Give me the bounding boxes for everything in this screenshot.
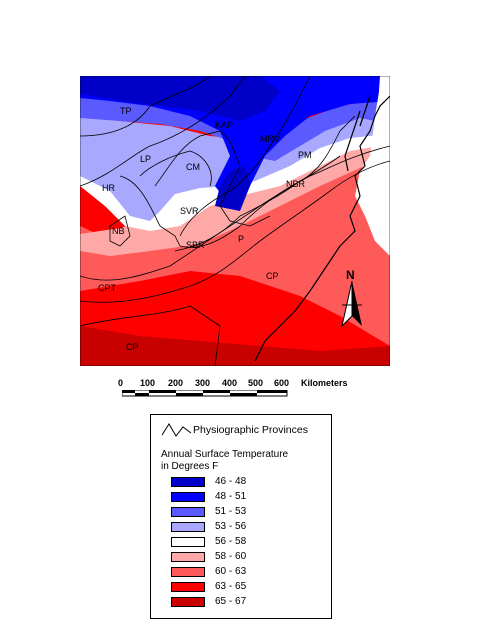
province-label: NBR	[286, 179, 306, 189]
legend-temp-subtitle: in Degrees F	[161, 461, 219, 472]
scale-bar-graphic	[122, 390, 288, 397]
province-label: SVR	[180, 206, 199, 216]
scale-tick: 0	[118, 378, 124, 388]
legend-provinces-label: Physiographic Provinces	[193, 424, 308, 436]
scale-bar: 0 100 200 300 400 500 600 Kilometers	[118, 378, 378, 400]
ocean	[355, 76, 390, 256]
legend-range: 53 - 56	[215, 521, 247, 532]
province-label: PM	[298, 150, 312, 160]
north-arrow-icon: N	[341, 268, 362, 328]
province-label: CP	[126, 342, 139, 352]
legend-range: 58 - 60	[215, 551, 247, 562]
province-label: LP	[140, 154, 151, 164]
coastline	[344, 110, 361, 172]
province-boundary	[139, 150, 212, 187]
legend-range: 65 - 67	[215, 596, 247, 607]
scale-tick: 100	[140, 378, 156, 388]
color-swatch	[171, 567, 205, 577]
province-boundary	[80, 305, 191, 327]
color-swatch	[171, 552, 205, 562]
color-swatch	[171, 582, 205, 592]
province-boundary	[154, 130, 271, 227]
province-boundary	[80, 155, 341, 281]
color-swatch	[171, 597, 205, 607]
scale-tick: 600	[274, 378, 290, 388]
color-swatch	[171, 492, 205, 502]
legend: Physiographic Provinces Annual Surface T…	[150, 414, 332, 619]
province-boundary	[80, 160, 390, 303]
scale-tick: 500	[248, 378, 264, 388]
province-boundary	[179, 76, 311, 237]
temp-zone-48-51	[80, 76, 390, 206]
province-label: TP	[120, 106, 132, 116]
province-boundary	[174, 115, 356, 252]
scale-tick: 400	[222, 378, 238, 388]
province-label: CP	[266, 271, 279, 281]
province-label: KAP	[215, 120, 233, 130]
color-swatch	[171, 522, 205, 532]
ocean	[378, 76, 390, 126]
province-boundary	[80, 76, 211, 137]
legend-range: 51 - 53	[215, 506, 247, 517]
temperature-map: TP LP KAP MRV CM PM HR NBR SVR NB SBR P …	[80, 76, 390, 366]
province-boundary	[119, 145, 390, 248]
province-line-icon	[161, 423, 192, 437]
province-label: HR	[102, 183, 115, 193]
color-swatch	[171, 537, 205, 547]
province-label: CM	[186, 162, 200, 172]
coastline	[254, 95, 390, 362]
province-label: P	[238, 234, 244, 244]
province-label: NB	[112, 226, 125, 236]
color-swatch	[171, 507, 205, 517]
legend-temp-title: Annual Surface Temperature	[161, 449, 289, 460]
legend-range: 56 - 58	[215, 536, 247, 547]
north-label: N	[346, 268, 355, 282]
province-boundary	[80, 76, 246, 187]
color-swatch	[171, 477, 205, 487]
temp-zone-65-67	[80, 326, 390, 366]
province-label: MRV	[260, 134, 280, 144]
temp-zone-46-48	[215, 166, 250, 211]
legend-range: 46 - 48	[215, 476, 247, 487]
temp-zone-60-63	[80, 146, 390, 346]
legend-range: 63 - 65	[215, 581, 247, 592]
legend-range: 60 - 63	[215, 566, 247, 577]
coastline	[359, 95, 371, 127]
province-boundary	[109, 215, 131, 247]
scale-tick: 300	[195, 378, 211, 388]
province-boundary	[189, 305, 221, 366]
legend-range: 48 - 51	[215, 491, 247, 502]
temp-zone-58-60	[80, 96, 390, 256]
province-label: CPT	[98, 283, 117, 293]
scale-unit: Kilometers	[301, 378, 348, 388]
scale-tick: 200	[168, 378, 184, 388]
province-label: SBR	[186, 240, 205, 250]
temp-zone-46-48	[80, 76, 280, 121]
